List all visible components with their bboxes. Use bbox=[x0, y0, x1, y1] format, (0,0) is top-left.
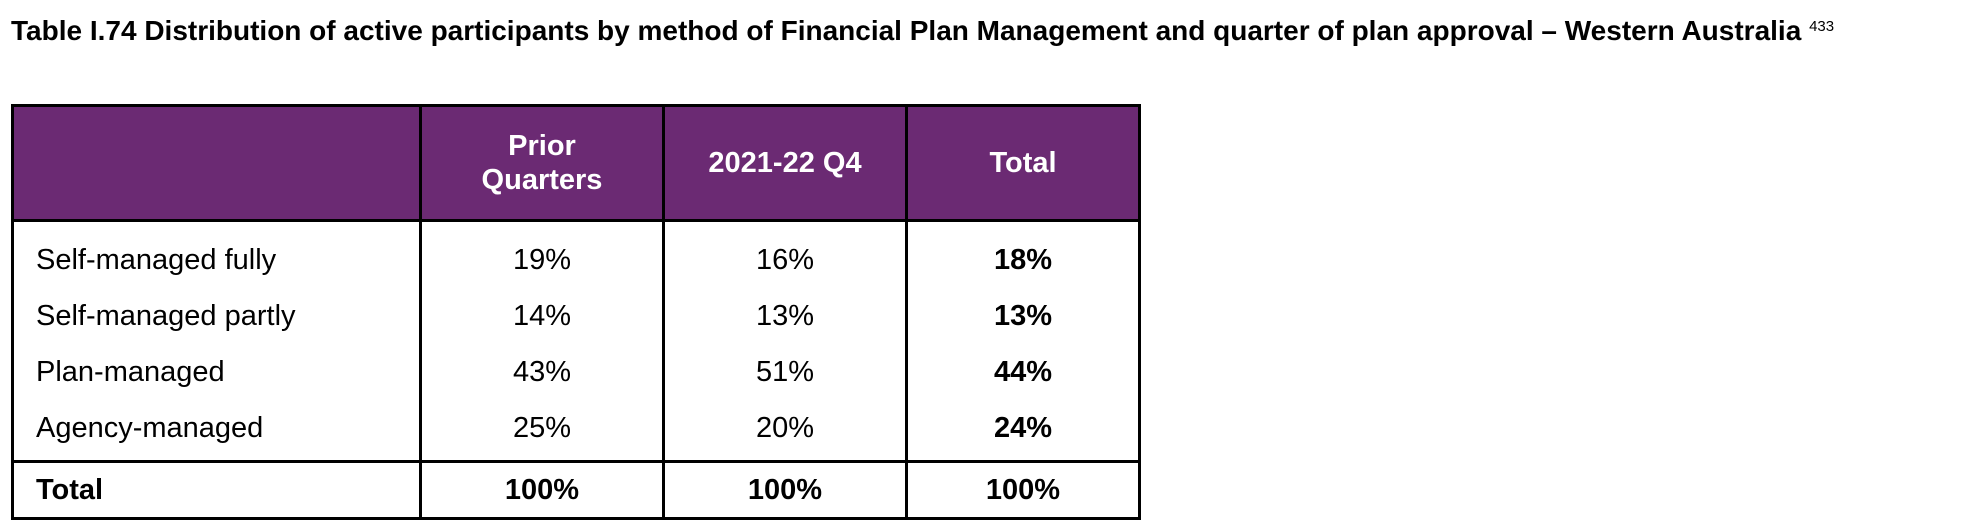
cell-q4: 13% bbox=[662, 288, 908, 344]
cell-q4: 16% bbox=[662, 220, 908, 288]
total-row-label: Total bbox=[11, 460, 422, 520]
table-row: Self-managed fully 19% 16% 18% bbox=[11, 220, 1141, 288]
caption-title: Table I.74 Distribution of active partic… bbox=[11, 15, 1802, 46]
total-row: Total 100% 100% 100% bbox=[11, 460, 1141, 520]
table-row: Agency-managed 25% 20% 24% bbox=[11, 400, 1141, 462]
row-label: Self-managed fully bbox=[11, 220, 422, 288]
total-cell-total: 100% bbox=[905, 460, 1141, 520]
cell-q4: 51% bbox=[662, 344, 908, 400]
cell-prior: 19% bbox=[419, 220, 665, 288]
cell-total: 18% bbox=[905, 220, 1141, 288]
header-cell-q4: 2021-22 Q4 bbox=[662, 104, 908, 222]
row-label: Plan-managed bbox=[11, 344, 422, 400]
header-label-prior-quarters: Prior Quarters bbox=[481, 130, 603, 196]
footnote-reference: 433 bbox=[1809, 18, 1835, 35]
header-cell-total: Total bbox=[905, 104, 1141, 222]
distribution-table: Prior Quarters 2021-22 Q4 Total Self-man… bbox=[11, 104, 1141, 520]
cell-total: 44% bbox=[905, 344, 1141, 400]
header-row: Prior Quarters 2021-22 Q4 Total bbox=[11, 104, 1141, 222]
table-row: Self-managed partly 14% 13% 13% bbox=[11, 288, 1141, 344]
row-label: Agency-managed bbox=[11, 400, 422, 462]
table-row: Plan-managed 43% 51% 44% bbox=[11, 344, 1141, 400]
cell-q4: 20% bbox=[662, 400, 908, 462]
cell-prior: 14% bbox=[419, 288, 665, 344]
table-caption: Table I.74 Distribution of active partic… bbox=[11, 14, 1956, 48]
cell-total: 13% bbox=[905, 288, 1141, 344]
header-cell-prior-quarters: Prior Quarters bbox=[419, 104, 665, 222]
cell-prior: 25% bbox=[419, 400, 665, 462]
cell-prior: 43% bbox=[419, 344, 665, 400]
row-label: Self-managed partly bbox=[11, 288, 422, 344]
total-cell-prior: 100% bbox=[419, 460, 665, 520]
header-cell-method bbox=[11, 104, 422, 222]
cell-total: 24% bbox=[905, 400, 1141, 462]
total-cell-q4: 100% bbox=[662, 460, 908, 520]
